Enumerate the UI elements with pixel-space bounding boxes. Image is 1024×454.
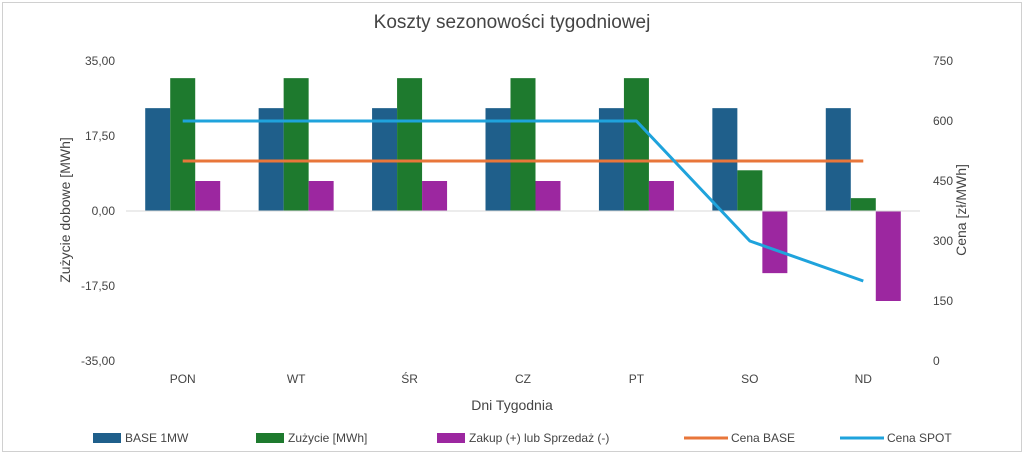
y-tick-label: -35,00 [81, 354, 115, 368]
y2-tick-label: 150 [933, 294, 953, 308]
bar-2-CZ [510, 78, 536, 212]
y-tick-label: 0,00 [92, 204, 116, 218]
bar-1-PON [145, 108, 171, 211]
x-tick-label: PT [629, 372, 645, 386]
y-axis-title: Zużycie dobowe [MWh] [57, 137, 73, 283]
legend-label-2: Zużycie [MWh] [288, 431, 367, 445]
bar-3-PON [195, 181, 221, 211]
x-tick-label: PON [170, 372, 196, 386]
y2-axis-title: Cena [zł/MWh] [953, 164, 969, 256]
x-tick-label: WT [287, 372, 306, 386]
x-tick-label: ND [855, 372, 873, 386]
legend-label-5: Cena SPOT [887, 431, 952, 445]
chart-title: Koszty sezonowości tygodniowej [374, 12, 651, 33]
y2-tick-label: 600 [933, 114, 953, 128]
legend: BASE 1MW Zużycie [MWh] Zakup (+) lub Sprze… [93, 431, 952, 445]
y2-tick-label: 300 [933, 234, 953, 248]
bar-3-CZ [535, 181, 561, 211]
bar-3-WT [308, 181, 334, 211]
legend-label-3: Zakup (+) lub Sprzedaż (-) [469, 431, 609, 445]
bar-2-PON [170, 78, 196, 212]
legend-swatch-3 [437, 433, 465, 443]
bar-3-PT [648, 181, 674, 211]
x-axis-title: Dni Tygodnia [471, 397, 553, 413]
y2-tick-label: 0 [933, 354, 940, 368]
y-tick-label: 35,00 [85, 54, 115, 68]
legend-label-1: BASE 1MW [125, 431, 189, 445]
bar-2-SO [737, 170, 763, 211]
bar-2-PT [623, 78, 649, 212]
legend-label-4: Cena BASE [731, 431, 795, 445]
x-tick-label: CZ [515, 372, 531, 386]
x-tick-label: ŚR [401, 371, 418, 386]
y-tick-label: 17,50 [85, 129, 115, 143]
y-tick-label: -17,50 [81, 279, 115, 293]
plot-area: 35,00 17,50 0,00 -17,50 -35,00 750 600 450 300 15… [81, 54, 953, 386]
y2-tick-label: 750 [933, 54, 953, 68]
bar-2-WT [283, 78, 309, 212]
legend-swatch-1 [93, 433, 121, 443]
bar-2-ND [850, 198, 876, 211]
y2-tick-label: 450 [933, 174, 953, 188]
legend-swatch-2 [256, 433, 284, 443]
bar-3-ND [875, 211, 901, 301]
bar-3-SO [762, 211, 788, 274]
bar-2-ŚR [397, 78, 423, 212]
x-tick-label: SO [741, 372, 758, 386]
bar-3-ŚR [422, 181, 448, 211]
